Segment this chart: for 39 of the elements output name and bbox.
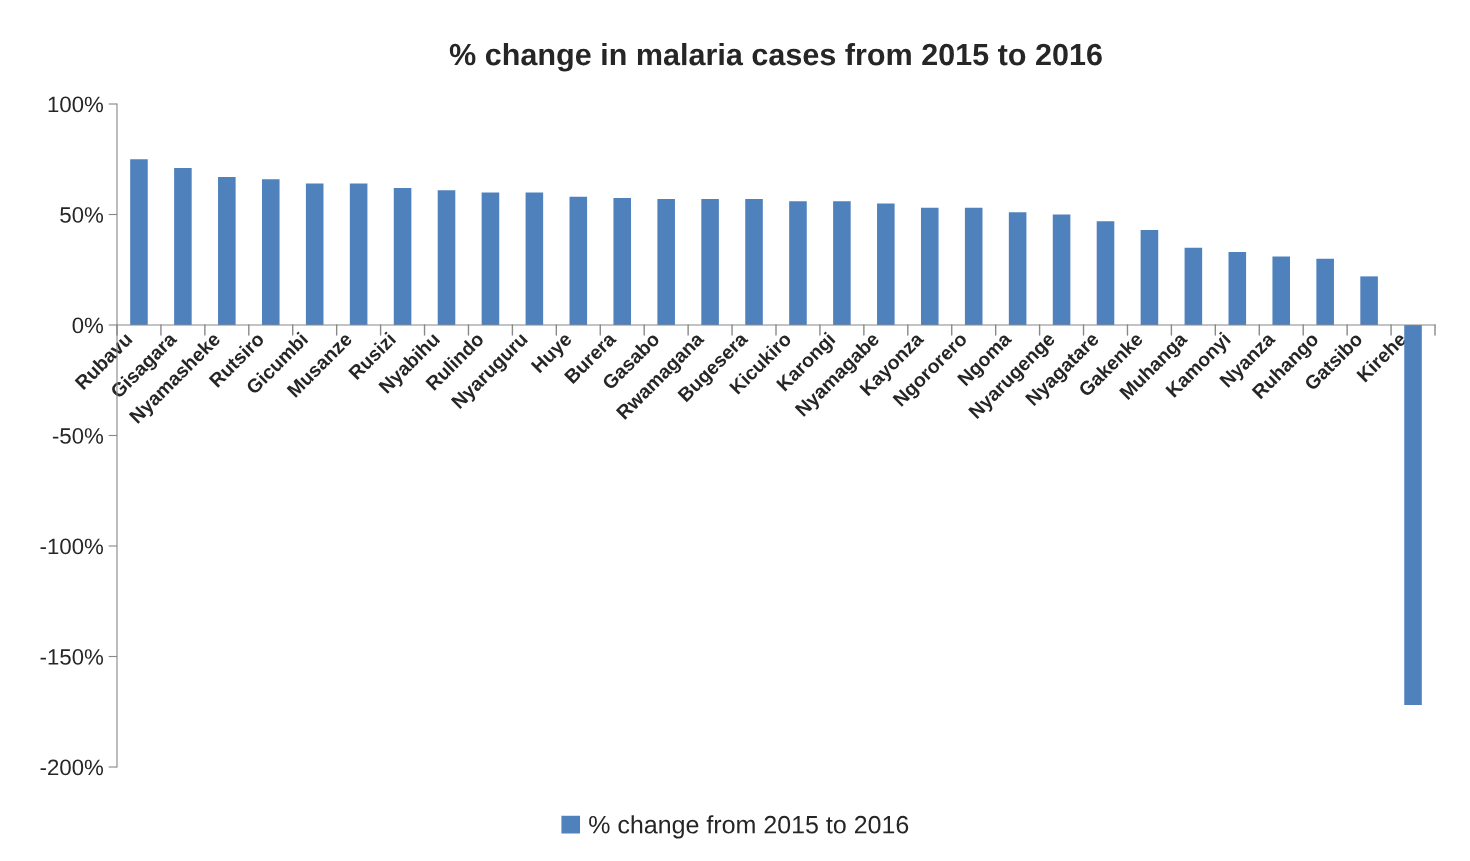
- bar: [833, 201, 851, 325]
- bar: [920, 207, 939, 325]
- y-tick-label: -50%: [52, 428, 104, 444]
- bar: [437, 190, 456, 325]
- bar: [393, 187, 412, 325]
- bar: [261, 179, 280, 325]
- y-tick-label: 100%: [48, 96, 104, 113]
- y-tick-label: -200%: [40, 759, 104, 776]
- legend-label: % change from 2015 to 2016: [589, 815, 909, 839]
- bar: [1228, 252, 1247, 325]
- bar: [789, 201, 807, 325]
- bar: [1008, 212, 1027, 325]
- bar: [1272, 256, 1291, 325]
- y-tick-label: -150%: [40, 649, 104, 665]
- bar: [481, 192, 500, 325]
- bar: [174, 168, 192, 325]
- bar: [1404, 325, 1422, 706]
- bar: [613, 197, 632, 325]
- bar: [1360, 276, 1378, 325]
- bar: [305, 183, 324, 325]
- bar: [349, 183, 368, 325]
- bar: [218, 176, 236, 325]
- bar: [1140, 229, 1159, 325]
- bar: [130, 159, 148, 325]
- y-tick-label: 50%: [60, 207, 104, 223]
- bar: [701, 199, 719, 325]
- bar: [1096, 221, 1115, 325]
- chart-title: % change in malaria cases from 2015 to 2016: [449, 42, 1102, 72]
- bar: [657, 199, 675, 325]
- bar: [1316, 258, 1334, 325]
- bar: [1184, 247, 1203, 325]
- bar: [525, 192, 544, 325]
- bar: [877, 203, 895, 325]
- bar: [964, 207, 983, 325]
- bar: [569, 196, 588, 325]
- bar: [1052, 214, 1071, 325]
- y-tick-label: 0%: [72, 317, 104, 334]
- bar: [745, 199, 763, 325]
- y-tick-label: -100%: [40, 538, 104, 555]
